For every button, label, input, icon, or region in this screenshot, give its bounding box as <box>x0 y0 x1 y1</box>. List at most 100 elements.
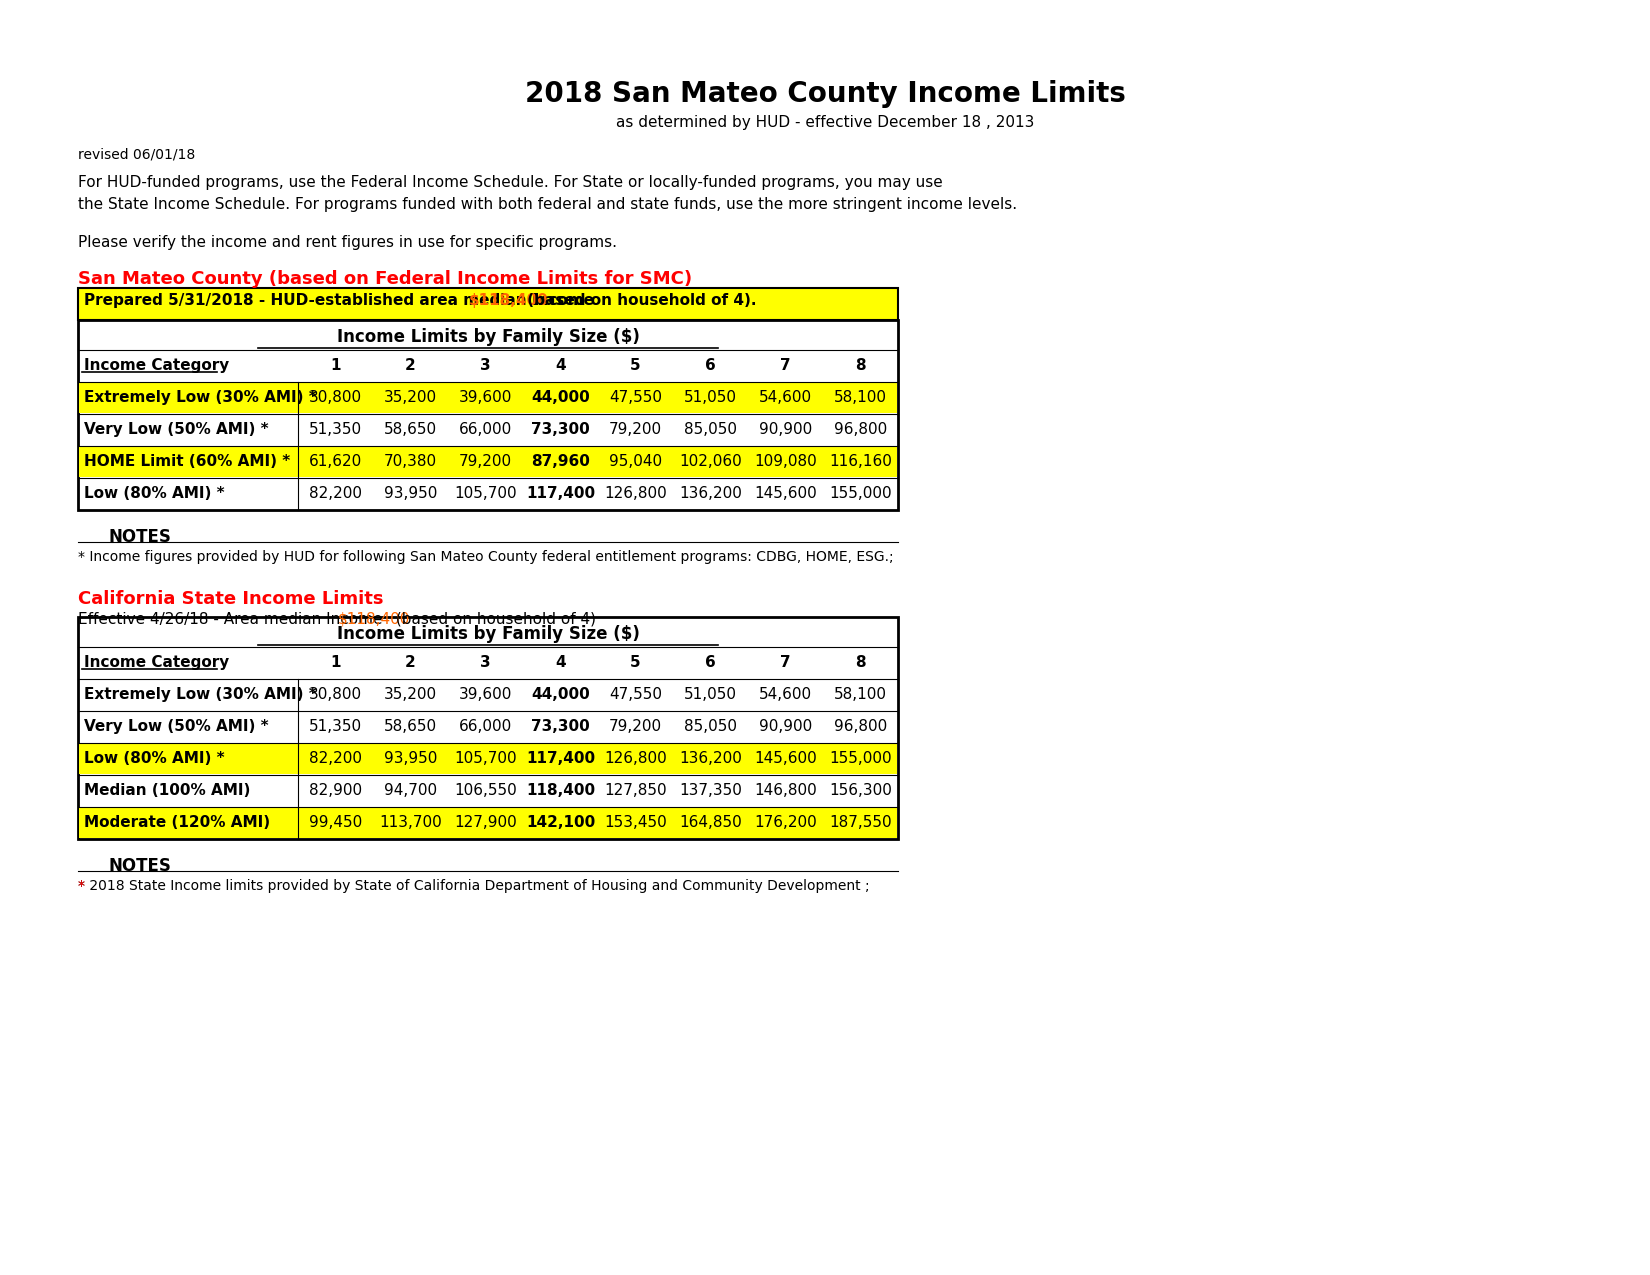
Text: 30,800: 30,800 <box>309 687 361 703</box>
Text: 30,800: 30,800 <box>309 390 361 405</box>
Text: 136,200: 136,200 <box>680 486 742 501</box>
Text: 58,100: 58,100 <box>833 390 888 405</box>
Text: 90,900: 90,900 <box>759 422 812 437</box>
Text: 85,050: 85,050 <box>685 719 738 734</box>
Text: 153,450: 153,450 <box>604 815 667 830</box>
Text: 2: 2 <box>406 655 416 669</box>
Text: 142,100: 142,100 <box>526 815 596 830</box>
Text: 99,450: 99,450 <box>309 815 361 830</box>
Text: 96,800: 96,800 <box>833 719 888 734</box>
Text: $118,400: $118,400 <box>338 612 411 627</box>
Text: the State Income Schedule. For programs funded with both federal and state funds: the State Income Schedule. For programs … <box>78 198 1016 212</box>
Text: *: * <box>78 878 86 892</box>
Text: 58,650: 58,650 <box>384 719 437 734</box>
Text: 5: 5 <box>630 358 640 374</box>
Bar <box>79 808 898 838</box>
Text: Income Limits by Family Size ($): Income Limits by Family Size ($) <box>337 328 640 346</box>
Text: 73,300: 73,300 <box>531 422 591 437</box>
Text: 176,200: 176,200 <box>754 815 817 830</box>
Text: 58,650: 58,650 <box>384 422 437 437</box>
Text: 156,300: 156,300 <box>828 783 893 798</box>
Text: 73,300: 73,300 <box>531 719 591 734</box>
Text: 51,350: 51,350 <box>309 719 361 734</box>
Text: 6: 6 <box>705 655 716 669</box>
Text: 95,040: 95,040 <box>609 454 662 469</box>
Text: 8: 8 <box>855 358 866 374</box>
Text: Income Category: Income Category <box>84 655 229 669</box>
Text: 6: 6 <box>705 358 716 374</box>
Text: Very Low (50% AMI) *: Very Low (50% AMI) * <box>84 719 269 734</box>
Text: 93,950: 93,950 <box>384 751 437 766</box>
Text: 7: 7 <box>780 655 790 669</box>
Text: (based on household of 4).: (based on household of 4). <box>521 293 756 309</box>
Text: 145,600: 145,600 <box>754 486 817 501</box>
Text: Extremely Low (30% AMI) *: Extremely Low (30% AMI) * <box>84 687 317 703</box>
Text: 118,400: 118,400 <box>526 783 596 798</box>
Text: 127,850: 127,850 <box>604 783 667 798</box>
Text: 90,900: 90,900 <box>759 719 812 734</box>
Text: San Mateo County (based on Federal Income Limits for SMC): San Mateo County (based on Federal Incom… <box>78 270 691 288</box>
Text: 136,200: 136,200 <box>680 751 742 766</box>
Bar <box>79 448 898 477</box>
Text: 102,060: 102,060 <box>680 454 742 469</box>
Text: 47,550: 47,550 <box>609 687 662 703</box>
Text: 51,050: 51,050 <box>685 390 738 405</box>
Text: 44,000: 44,000 <box>531 390 591 405</box>
Text: 51,350: 51,350 <box>309 422 361 437</box>
Text: 79,200: 79,200 <box>609 422 662 437</box>
Text: 126,800: 126,800 <box>604 751 667 766</box>
Text: 82,200: 82,200 <box>309 751 361 766</box>
Text: 106,550: 106,550 <box>454 783 516 798</box>
Text: 187,550: 187,550 <box>830 815 891 830</box>
Text: Income Category: Income Category <box>84 358 229 374</box>
Text: Low (80% AMI) *: Low (80% AMI) * <box>84 751 224 766</box>
Text: 146,800: 146,800 <box>754 783 817 798</box>
Text: 94,700: 94,700 <box>384 783 437 798</box>
Text: 54,600: 54,600 <box>759 687 812 703</box>
Text: 82,200: 82,200 <box>309 486 361 501</box>
Text: 85,050: 85,050 <box>685 422 738 437</box>
Text: 105,700: 105,700 <box>454 751 516 766</box>
Text: 51,050: 51,050 <box>685 687 738 703</box>
Text: California State Income Limits: California State Income Limits <box>78 590 383 608</box>
Text: 155,000: 155,000 <box>830 486 891 501</box>
Text: 35,200: 35,200 <box>384 390 437 405</box>
Text: 2: 2 <box>406 358 416 374</box>
Text: 113,700: 113,700 <box>380 815 442 830</box>
Text: HOME Limit (60% AMI) *: HOME Limit (60% AMI) * <box>84 454 290 469</box>
Bar <box>79 745 898 774</box>
Text: 155,000: 155,000 <box>830 751 891 766</box>
Text: 44,000: 44,000 <box>531 687 591 703</box>
Text: Moderate (120% AMI): Moderate (120% AMI) <box>84 815 271 830</box>
Text: 61,620: 61,620 <box>309 454 361 469</box>
Text: 109,080: 109,080 <box>754 454 817 469</box>
Text: 137,350: 137,350 <box>680 783 742 798</box>
Text: 39,600: 39,600 <box>459 390 512 405</box>
Text: 127,900: 127,900 <box>454 815 516 830</box>
Text: revised 06/01/18: revised 06/01/18 <box>78 147 195 161</box>
Text: 145,600: 145,600 <box>754 751 817 766</box>
Text: 1: 1 <box>330 655 342 669</box>
Text: For HUD-funded programs, use the Federal Income Schedule. For State or locally-f: For HUD-funded programs, use the Federal… <box>78 175 942 190</box>
Text: NOTES: NOTES <box>107 857 172 875</box>
Text: 1: 1 <box>330 358 342 374</box>
Text: 4: 4 <box>554 358 566 374</box>
Text: 117,400: 117,400 <box>526 486 596 501</box>
Text: 96,800: 96,800 <box>833 422 888 437</box>
Text: 79,200: 79,200 <box>609 719 662 734</box>
Text: Prepared 5/31/2018 - HUD-established area median Income: Prepared 5/31/2018 - HUD-established are… <box>84 293 599 309</box>
Text: 126,800: 126,800 <box>604 486 667 501</box>
Text: Very Low (50% AMI) *: Very Low (50% AMI) * <box>84 422 269 437</box>
Text: Extremely Low (30% AMI) *: Extremely Low (30% AMI) * <box>84 390 317 405</box>
Text: 105,700: 105,700 <box>454 486 516 501</box>
Text: * Income figures provided by HUD for following San Mateo County federal entitlem: * Income figures provided by HUD for fol… <box>78 550 894 564</box>
Bar <box>78 320 898 510</box>
Text: 7: 7 <box>780 358 790 374</box>
Text: 70,380: 70,380 <box>384 454 437 469</box>
Text: 4: 4 <box>554 655 566 669</box>
Text: Income Limits by Family Size ($): Income Limits by Family Size ($) <box>337 625 640 643</box>
Text: 79,200: 79,200 <box>459 454 512 469</box>
Text: 47,550: 47,550 <box>609 390 662 405</box>
Text: as determined by HUD - effective December 18 , 2013: as determined by HUD - effective Decembe… <box>615 115 1035 130</box>
Text: 39,600: 39,600 <box>459 687 512 703</box>
